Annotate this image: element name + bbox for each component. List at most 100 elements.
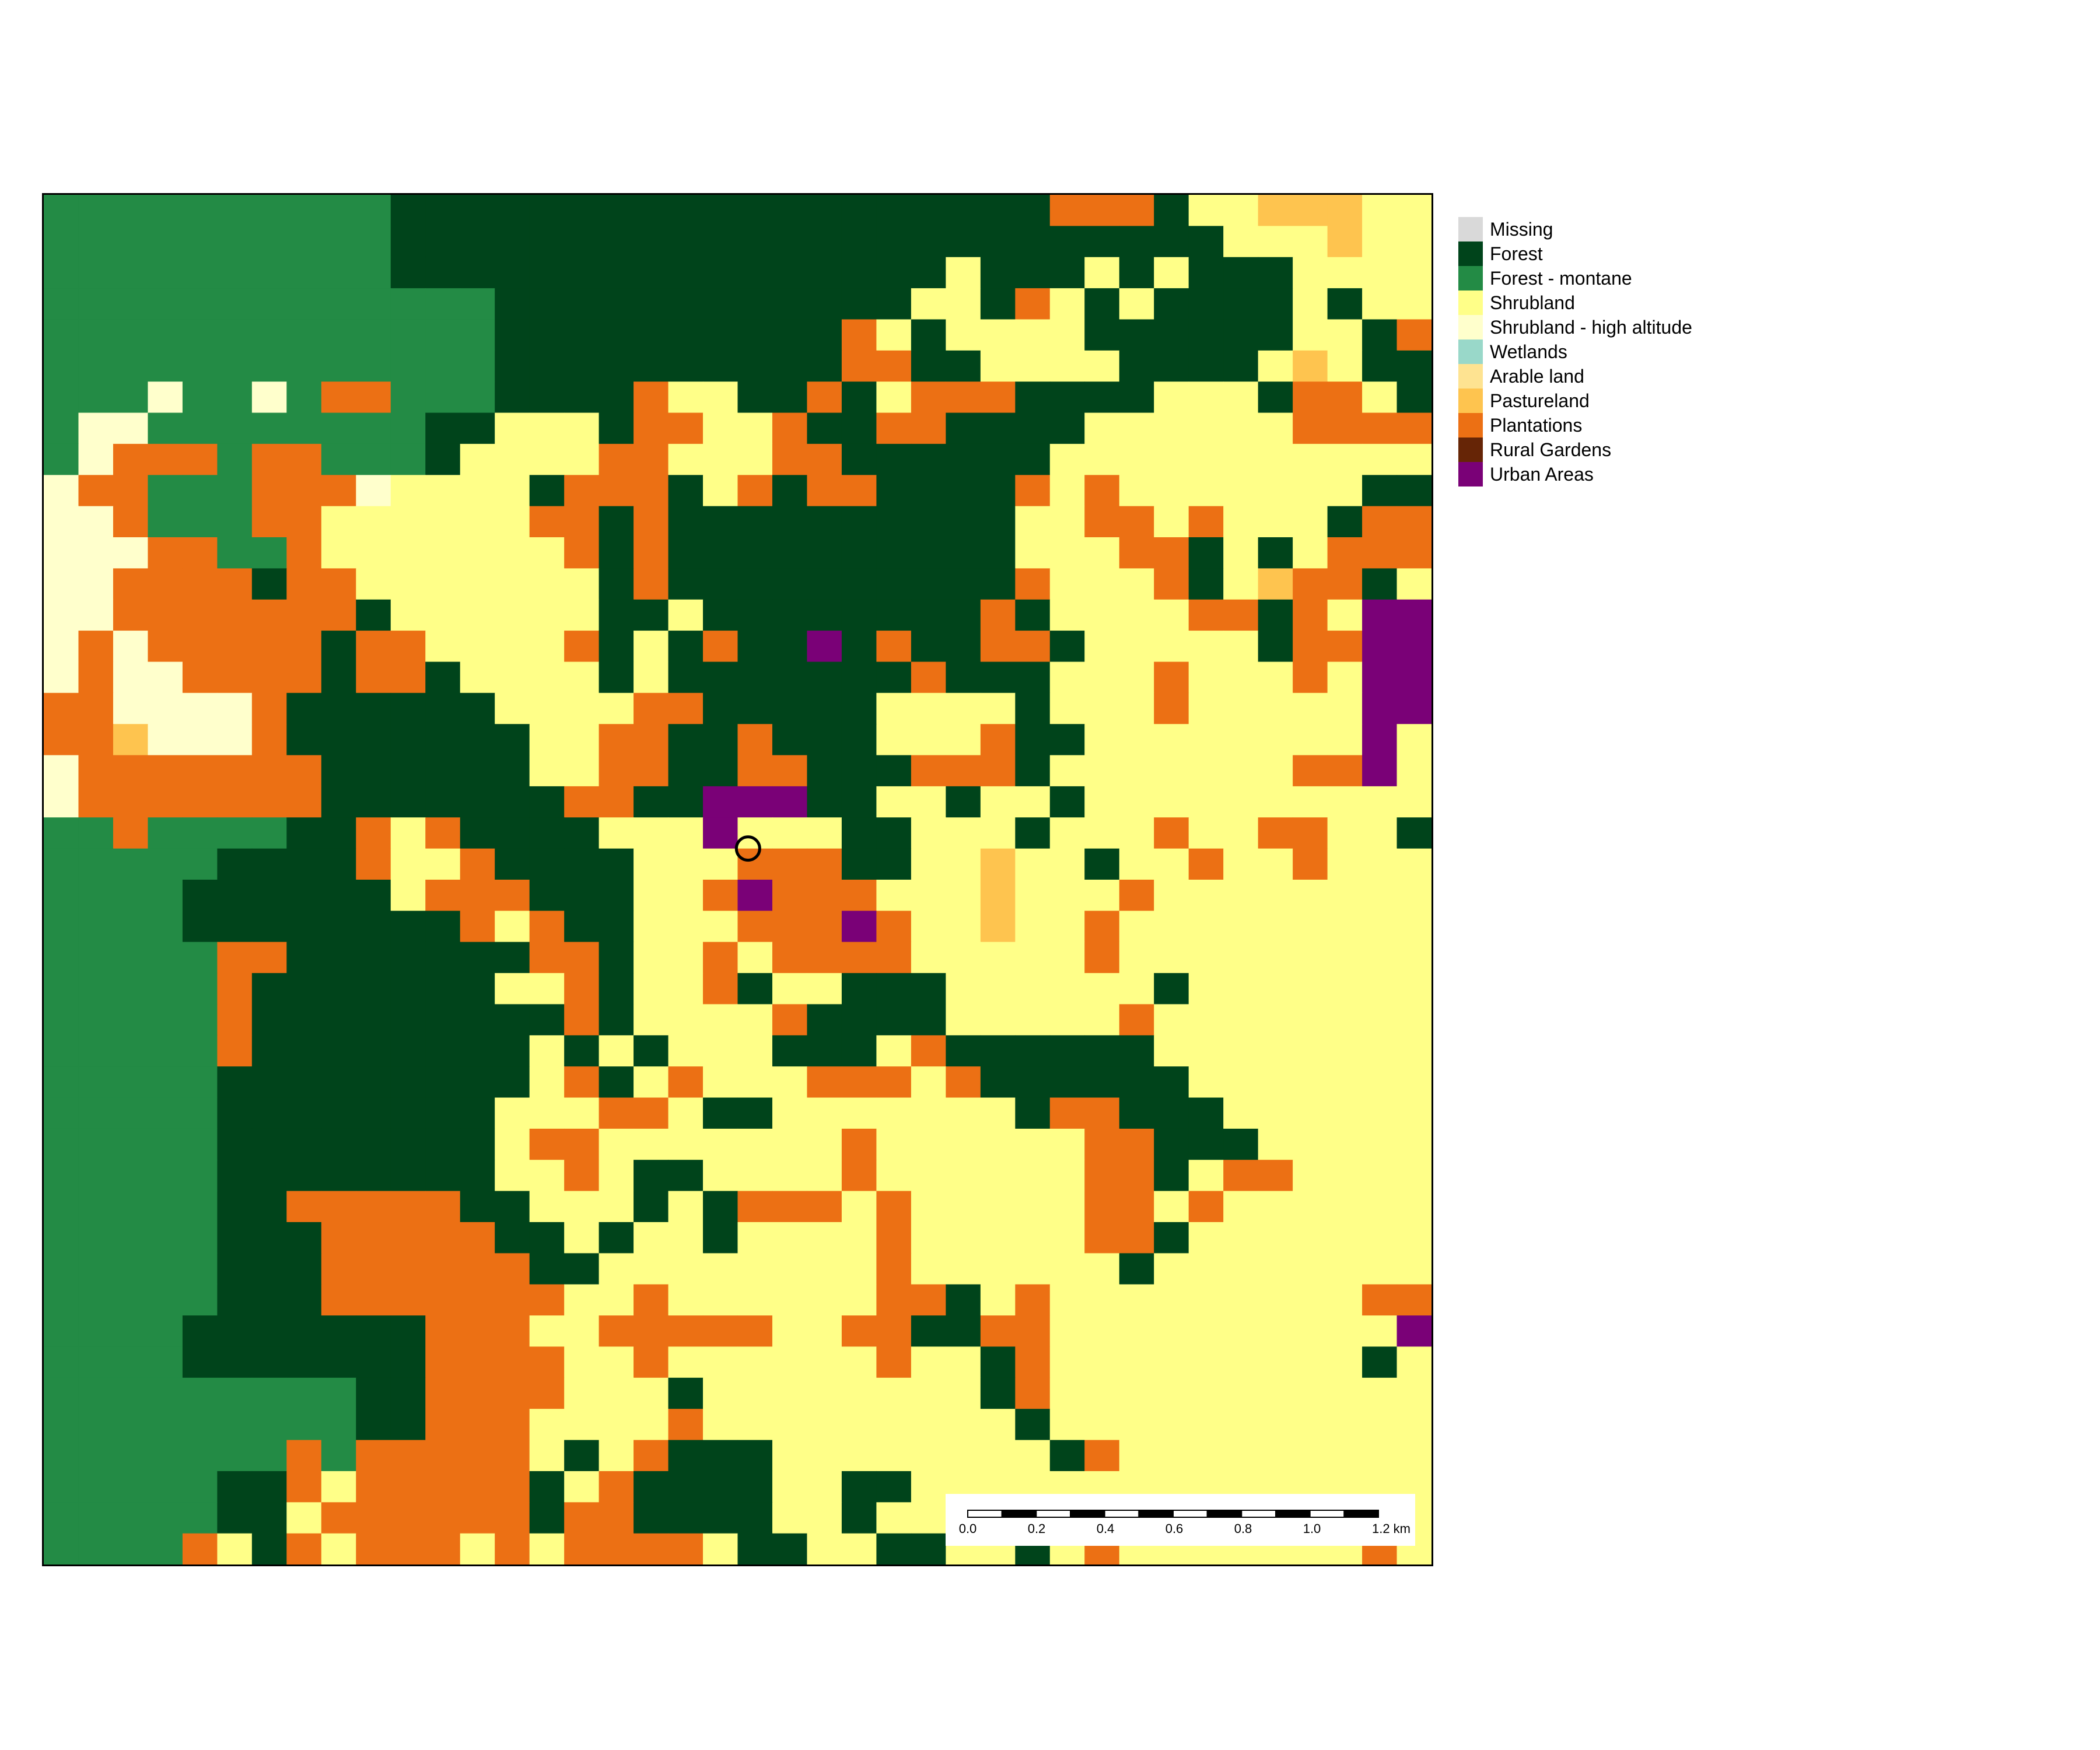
- map-cell: [772, 350, 808, 382]
- map-cell: [1327, 1315, 1363, 1348]
- map-cell: [148, 1284, 183, 1316]
- map-cell: [946, 692, 981, 724]
- map-cell: [946, 319, 981, 351]
- map-cell: [425, 1471, 461, 1503]
- map-cell: [668, 848, 704, 880]
- map-cell: [1396, 724, 1432, 756]
- map-cell: [44, 1128, 79, 1160]
- map-cell: [321, 288, 356, 320]
- map-cell: [44, 412, 79, 444]
- map-cell: [217, 288, 253, 320]
- map-cell: [390, 350, 426, 382]
- map-cell: [634, 817, 669, 849]
- map-cell: [1258, 1284, 1293, 1316]
- map-cell: [1223, 350, 1259, 382]
- map-cell: [980, 537, 1016, 569]
- map-cell: [668, 1066, 704, 1098]
- scale-segment: [967, 1510, 1003, 1518]
- map-cell: [1119, 848, 1154, 880]
- map-cell: [286, 412, 322, 444]
- map-cell: [980, 817, 1016, 849]
- map-cell: [1119, 942, 1154, 974]
- map-cell: [703, 568, 738, 600]
- map-cell: [1223, 443, 1259, 475]
- map-cell: [529, 288, 565, 320]
- map-cell: [668, 288, 704, 320]
- map-cell: [1154, 506, 1189, 538]
- map-cell: [703, 1377, 738, 1409]
- map-cell: [841, 382, 877, 414]
- map-cell: [946, 537, 981, 569]
- map-cell: [390, 288, 426, 320]
- map-cell: [1327, 382, 1363, 414]
- map-cell: [598, 1315, 634, 1348]
- map-cell: [1223, 226, 1259, 258]
- map-cell: [321, 537, 356, 569]
- map-cell: [113, 350, 149, 382]
- map-cell: [78, 1377, 114, 1409]
- map-cell: [529, 692, 565, 724]
- map-cell: [1362, 599, 1398, 631]
- map-cell: [460, 226, 495, 258]
- map-cell: [876, 848, 912, 880]
- map-cell: [113, 724, 149, 756]
- map-cell: [251, 568, 287, 600]
- map-cell: [44, 1440, 79, 1472]
- map-cell: [876, 257, 912, 289]
- map-cell: [946, 755, 981, 787]
- map-cell: [876, 1284, 912, 1316]
- map-cell: [217, 1004, 253, 1036]
- map-cell: [980, 662, 1016, 694]
- map-cell: [390, 1097, 426, 1129]
- map-cell: [634, 1191, 669, 1223]
- map-cell: [390, 443, 426, 475]
- map-cell: [564, 1222, 600, 1254]
- map-cell: [772, 786, 808, 818]
- map-cell: [841, 1315, 877, 1348]
- map-cell: [390, 631, 426, 663]
- map-cell: [182, 973, 218, 1005]
- map-cell: [598, 1035, 634, 1067]
- map-cell: [1396, 1035, 1432, 1067]
- map-cell: [1154, 880, 1189, 911]
- map-cell: [1119, 1222, 1154, 1254]
- map-cell: [1223, 1035, 1259, 1067]
- map-cell: [113, 755, 149, 787]
- map-cell: [495, 817, 530, 849]
- map-cell: [634, 350, 669, 382]
- map-cell: [495, 1346, 530, 1378]
- map-cell: [390, 1160, 426, 1192]
- legend-label: Missing: [1490, 219, 1553, 240]
- map-cell: [876, 1533, 912, 1564]
- map-cell: [841, 1066, 877, 1098]
- map-cell: [1258, 1035, 1293, 1067]
- map-cell: [1327, 973, 1363, 1005]
- map-cell: [1362, 257, 1398, 289]
- map-cell: [529, 599, 565, 631]
- map-cell: [1049, 475, 1085, 507]
- map-cell: [668, 942, 704, 974]
- map-cell: [1293, 382, 1328, 414]
- map-cell: [113, 1533, 149, 1564]
- map-cell: [529, 911, 565, 943]
- map-cell: [911, 1191, 946, 1223]
- map-cell: [286, 973, 322, 1005]
- map-cell: [911, 973, 946, 1005]
- map-cell: [1396, 786, 1432, 818]
- map-cell: [1154, 1097, 1189, 1129]
- map-cell: [251, 350, 287, 382]
- map-cell: [1049, 599, 1085, 631]
- map-cell: [425, 1315, 461, 1348]
- map-cell: [564, 848, 600, 880]
- map-cell: [321, 443, 356, 475]
- map-cell: [113, 786, 149, 818]
- map-cell: [460, 973, 495, 1005]
- map-cell: [946, 226, 981, 258]
- map-cell: [182, 1097, 218, 1129]
- map-cell: [564, 568, 600, 600]
- map-cell: [44, 226, 79, 258]
- map-cell: [321, 1004, 356, 1036]
- map-cell: [1362, 1315, 1398, 1348]
- map-cell: [1084, 599, 1120, 631]
- map-cell: [390, 1315, 426, 1348]
